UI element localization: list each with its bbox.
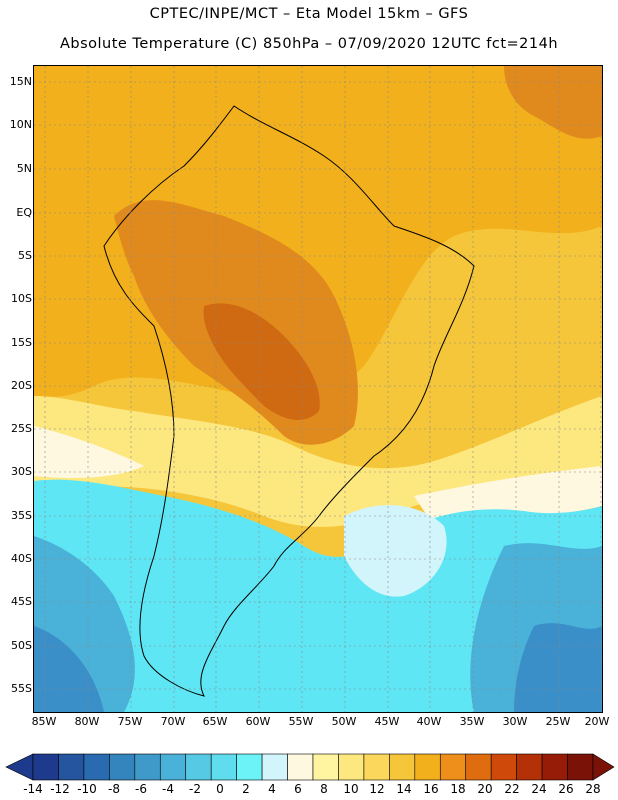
cream-band-east [414, 466, 602, 526]
lon-label: 50W [331, 715, 357, 728]
lat-label: 10S [11, 292, 32, 305]
lat-label: 20S [11, 379, 32, 392]
lat-label: 25S [11, 422, 32, 435]
colorbar-swatch [261, 753, 288, 781]
colorbar-label: -6 [135, 782, 147, 796]
lat-label: 15N [9, 75, 32, 88]
colorbar-swatch [159, 753, 187, 781]
lon-label: 20W [584, 715, 610, 728]
lat-label: 5S [18, 249, 32, 262]
colorbar-label: 6 [294, 782, 302, 796]
colorbar-arrow-high [592, 753, 615, 781]
colorbar-swatch [134, 753, 161, 781]
colorbar-label: 14 [396, 782, 412, 796]
deep-ocean-southwest [34, 626, 104, 712]
colorbar-swatch [541, 753, 568, 781]
colorbar-swatch [439, 753, 467, 781]
colorbar-swatch [338, 753, 365, 781]
colorbar-swatch [516, 753, 543, 781]
map-canvas [34, 66, 602, 712]
continental-hottest-core [203, 303, 320, 421]
lon-label: 35W [459, 715, 485, 728]
colorbar-label: 4 [268, 782, 276, 796]
colorbar-swatch [109, 753, 136, 781]
colorbar-swatch [185, 753, 212, 781]
colorbar-swatch [287, 753, 314, 781]
colorbar-label: 24 [531, 782, 547, 796]
colorbar-label: 12 [369, 782, 385, 796]
colorbar-label: 0 [216, 782, 224, 796]
colorbar-label: 2 [242, 782, 250, 796]
lon-label: 55W [288, 715, 314, 728]
colorbar-label: 20 [477, 782, 493, 796]
deep-ocean-southeast [514, 623, 602, 712]
colorbar-swatch [465, 753, 492, 781]
colorbar-swatch [363, 753, 390, 781]
lon-label: 60W [245, 715, 271, 728]
colorbar-swatch [32, 753, 59, 781]
colorbar-label: -8 [108, 782, 120, 796]
colorbar-swatch [58, 753, 85, 781]
colorbar-label: -10 [77, 782, 97, 796]
colorbar [5, 753, 615, 781]
lat-label: 10N [9, 118, 32, 131]
colorbar-swatch [490, 753, 517, 781]
colorbar-arrow-low [5, 753, 34, 781]
colorbar-label: -14 [23, 782, 43, 796]
lon-label: 80W [74, 715, 100, 728]
lat-label: 35S [11, 509, 32, 522]
chart-title-line1: CPTEC/INPE/MCT – Eta Model 15km – GFS [149, 6, 469, 22]
lat-label: 5N [16, 162, 32, 175]
colorbar-label: -2 [189, 782, 201, 796]
colorbar-swatch [414, 753, 441, 781]
cream-band [34, 426, 144, 478]
colorbar-swatch [312, 753, 339, 781]
chart-title-line2: Absolute Temperature (C) 850hPa – 07/09/… [59, 36, 559, 52]
lon-label: 45W [374, 715, 400, 728]
colorbar-label: -12 [50, 782, 70, 796]
colorbar-label: 8 [320, 782, 328, 796]
hot-spot-northeast [504, 66, 602, 139]
colorbar-label: 28 [585, 782, 601, 796]
lon-label: 85W [31, 715, 57, 728]
lon-label: 25W [545, 715, 571, 728]
lon-label: 40W [416, 715, 442, 728]
lat-label: 45S [11, 595, 32, 608]
lon-label: 75W [117, 715, 143, 728]
lat-label: 50S [11, 639, 32, 652]
lon-label: 30W [502, 715, 528, 728]
continent-outline [103, 105, 475, 697]
colorbar-swatch [567, 753, 594, 781]
colorbar-label: 26 [558, 782, 574, 796]
lat-label: 55S [11, 682, 32, 695]
lat-label: 15S [11, 336, 32, 349]
cold-field-south [34, 479, 602, 712]
lon-label: 70W [160, 715, 186, 728]
colorbar-label: 22 [504, 782, 520, 796]
pale-blue-patch [344, 505, 447, 597]
temperature-map [33, 65, 603, 713]
colorbar-label: 10 [343, 782, 359, 796]
colorbar-swatch [210, 753, 237, 781]
lat-label: EQ [16, 206, 32, 219]
colorbar-swatch [83, 753, 110, 781]
colorbar-label: 16 [423, 782, 439, 796]
lon-label: 65W [202, 715, 228, 728]
colorbar-swatch [389, 753, 416, 781]
lat-label: 40S [11, 552, 32, 565]
lat-label: 30S [11, 465, 32, 478]
colorbar-label: 18 [450, 782, 466, 796]
colorbar-swatch [236, 753, 263, 781]
colorbar-label: -4 [162, 782, 174, 796]
